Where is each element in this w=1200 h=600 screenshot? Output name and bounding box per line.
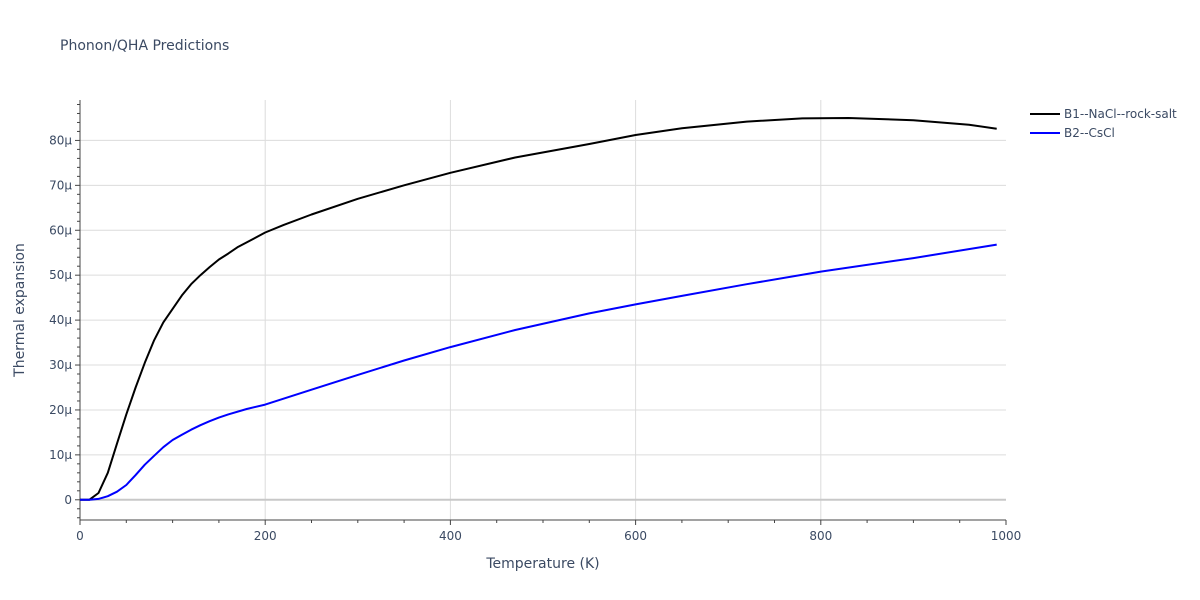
y-tick-label: 0	[64, 493, 72, 507]
x-tick-label: 600	[624, 529, 647, 543]
axes: 0 200 400 600 800 1000 0 10μ 20μ 30μ 40μ 50μ 60μ 70μ 8…	[49, 100, 1021, 543]
chart-title: Phonon/QHA Predictions	[60, 38, 229, 54]
y-tick-label: 30μ	[49, 358, 72, 372]
gridlines	[80, 100, 1006, 520]
y-tick-label: 70μ	[49, 178, 72, 192]
series-line-2	[80, 243, 997, 501]
y-tick-label: 80μ	[49, 133, 72, 147]
x-tick-label: 400	[439, 529, 462, 543]
legend-item-1[interactable]: B1--NaCl--rock-salt	[1030, 107, 1177, 121]
x-tick-label: 1000	[991, 529, 1022, 543]
x-tick-label: 0	[76, 529, 84, 543]
x-tick-label: 800	[809, 529, 832, 543]
legend-label: B1--NaCl--rock-salt	[1064, 107, 1177, 121]
y-tick-label: 60μ	[49, 223, 72, 237]
legend[interactable]: B1--NaCl--rock-salt B2--CsCl	[1030, 107, 1177, 140]
series-line-1	[80, 117, 997, 501]
y-tick-label: 20μ	[49, 403, 72, 417]
series-layer	[80, 117, 997, 501]
y-tick-label: 50μ	[49, 268, 72, 282]
x-axis-title: Temperature (K)	[485, 556, 599, 572]
y-tick-label: 10μ	[49, 448, 72, 462]
y-axis-title: Thermal expansion	[12, 243, 28, 378]
legend-label: B2--CsCl	[1064, 126, 1115, 140]
x-tick-label: 200	[254, 529, 277, 543]
y-tick-label: 40μ	[49, 313, 72, 327]
legend-item-2[interactable]: B2--CsCl	[1030, 126, 1115, 140]
